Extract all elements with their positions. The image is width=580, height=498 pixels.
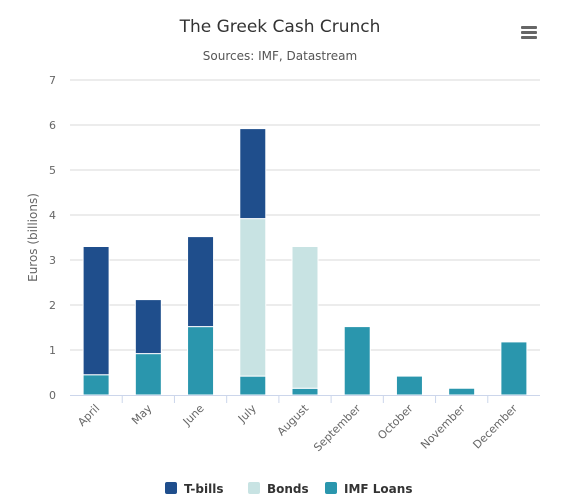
y-tick-label: 0 — [49, 389, 56, 402]
legend-swatch — [325, 482, 337, 494]
chart-subtitle: Sources: IMF, Datastream — [202, 49, 358, 63]
bar-imf-loans-july[interactable] — [239, 375, 267, 396]
legend: T-bills Bonds IMF Loans — [165, 482, 412, 496]
legend-swatch — [165, 482, 177, 494]
bar-series — [82, 128, 528, 396]
legend-item-t-bills[interactable]: T-bills — [165, 482, 223, 496]
legend-label: T-bills — [184, 482, 223, 496]
y-tick-label: 2 — [49, 299, 56, 312]
bar-imf-loans-april[interactable] — [82, 374, 110, 396]
bar-t-bills-june[interactable] — [187, 236, 215, 328]
bar-imf-loans-october[interactable] — [395, 375, 423, 396]
y-tick-label: 7 — [49, 74, 56, 87]
bar-t-bills-july[interactable] — [239, 128, 267, 220]
bar-t-bills-may[interactable] — [134, 299, 162, 355]
x-tick-label: December — [470, 402, 520, 452]
bar-bonds-july[interactable] — [239, 218, 267, 377]
bar-imf-loans-december[interactable] — [500, 341, 528, 396]
legend-label: IMF Loans — [344, 482, 412, 496]
bar-bonds-august[interactable] — [291, 246, 319, 389]
x-tick-label: October — [375, 402, 416, 443]
x-tick-label: April — [75, 402, 102, 429]
legend-item-bonds[interactable]: Bonds — [248, 482, 309, 496]
x-tick-label: June — [180, 402, 207, 429]
y-axis-title: Euros (billions) — [26, 193, 40, 282]
chart-title: The Greek Cash Crunch — [179, 17, 381, 37]
legend-label: Bonds — [267, 482, 309, 496]
x-tick-label: September — [311, 402, 364, 455]
y-tick-label: 4 — [49, 209, 56, 222]
hamburger-menu-icon[interactable] — [515, 22, 543, 44]
bar-t-bills-april[interactable] — [82, 246, 110, 376]
bar-imf-loans-september[interactable] — [343, 326, 371, 396]
legend-swatch — [248, 482, 260, 494]
x-tick-label: August — [275, 401, 312, 438]
x-tick-label: May — [129, 402, 155, 428]
y-tick-label: 6 — [49, 119, 56, 132]
y-tick-label: 3 — [49, 254, 56, 267]
bar-imf-loans-november[interactable] — [448, 387, 476, 396]
x-tick-label: July — [235, 402, 259, 426]
y-tick-label: 1 — [49, 344, 56, 357]
y-tick-label: 5 — [49, 164, 56, 177]
bar-imf-loans-august[interactable] — [291, 387, 319, 396]
legend-item-imf-loans[interactable]: IMF Loans — [325, 482, 412, 496]
x-tick-label: November — [418, 402, 468, 452]
bar-imf-loans-june[interactable] — [187, 326, 215, 396]
bar-imf-loans-may[interactable] — [134, 353, 162, 396]
